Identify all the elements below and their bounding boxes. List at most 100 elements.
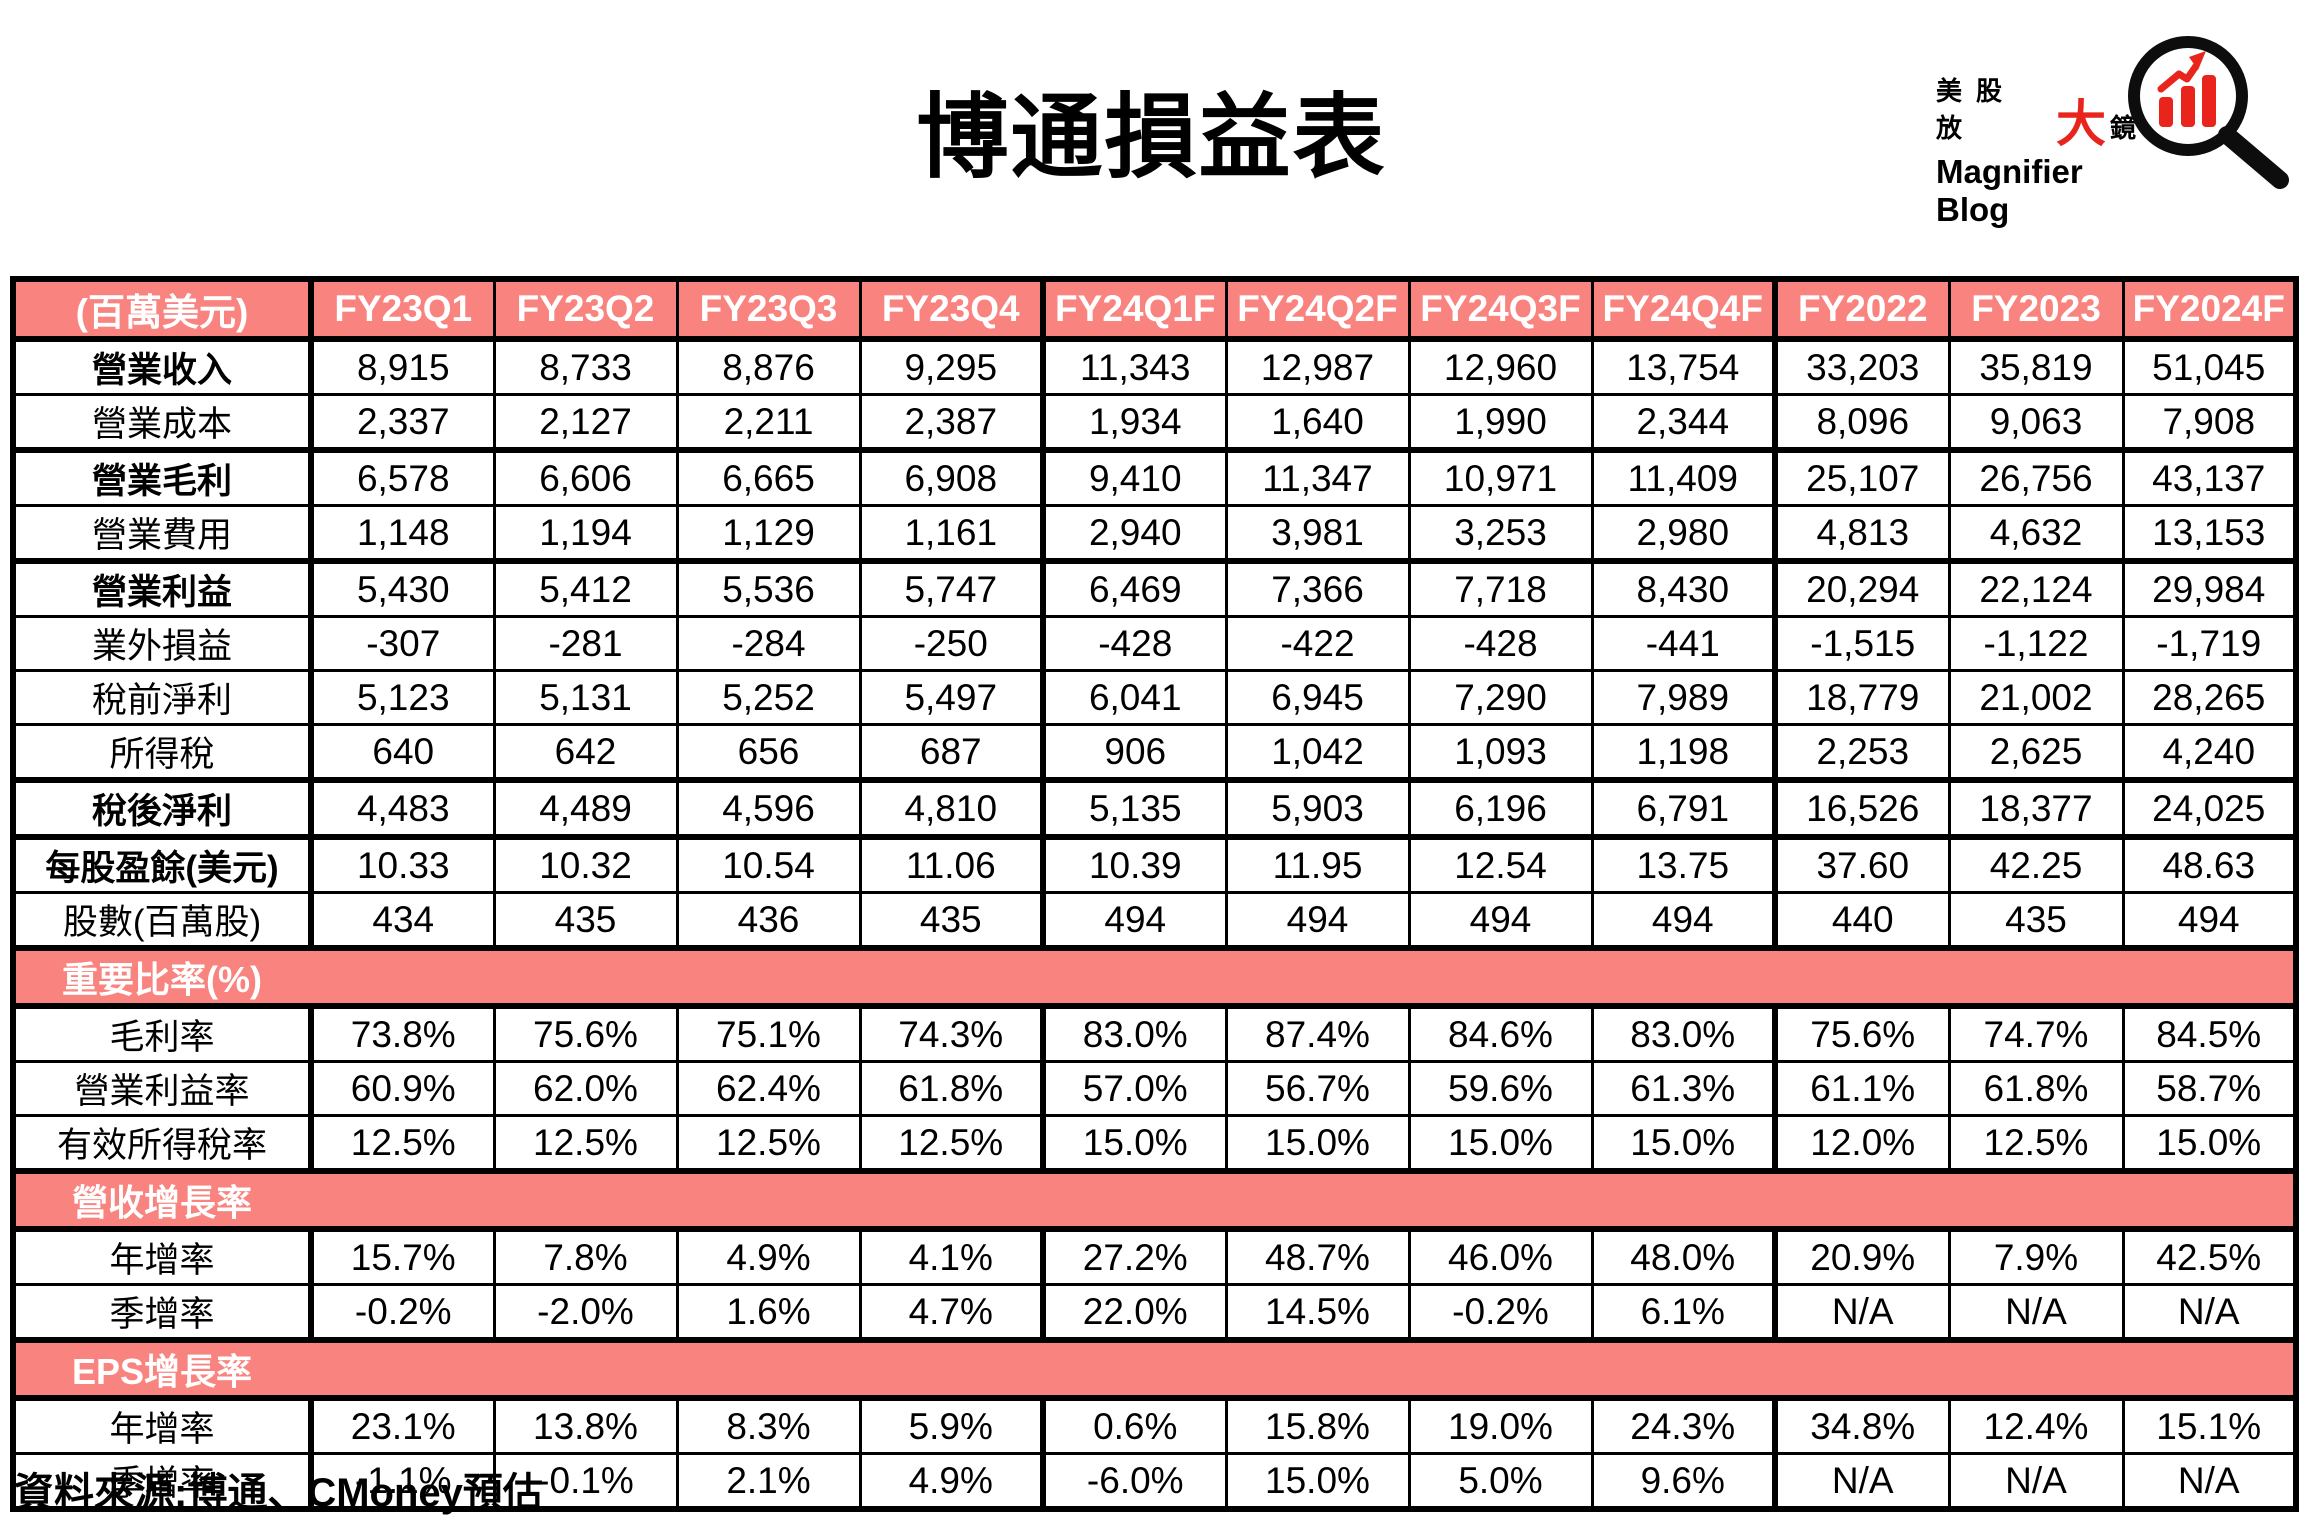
magnifier-chart-icon <box>2128 36 2289 189</box>
cell: 640 <box>309 723 496 782</box>
row-label: 營業毛利 <box>11 447 314 507</box>
table-row: 毛利率 73.8% 75.6% 75.1% 74.3% 83.0% 87.4% 84.6% 83… <box>11 1004 2298 1063</box>
cell: 8,876 <box>675 336 862 396</box>
cell: 0.6% <box>1041 1396 1228 1455</box>
bar-chart-bar-3 <box>2202 75 2216 127</box>
column-header: FY23Q3 <box>675 277 862 342</box>
cell: 59.6% <box>1407 1060 1594 1117</box>
cell: N/A <box>1947 1283 2125 1342</box>
cell: 494 <box>1407 891 1594 950</box>
trend-arrow-line <box>2157 62 2200 93</box>
cell: 22,124 <box>1947 558 2125 618</box>
cell: 11,347 <box>1224 447 1411 507</box>
cell: 46.0% <box>1407 1227 1594 1286</box>
cell: 35,819 <box>1947 336 2125 396</box>
brand-cjk-prefix: 美股放 <box>1936 76 2017 143</box>
cell: 12.5% <box>1947 1114 2125 1173</box>
cell: 1,934 <box>1041 393 1228 452</box>
cell: 8,096 <box>1773 393 1951 452</box>
cell: 1,148 <box>309 504 496 563</box>
cell: -441 <box>1590 615 1778 672</box>
cell: 12,987 <box>1224 336 1411 396</box>
row-label: 季增率 <box>11 1452 314 1511</box>
cell: 7,908 <box>2121 393 2298 452</box>
cell: 1,640 <box>1224 393 1411 452</box>
cell: 4.7% <box>858 1283 1046 1342</box>
row-label: 股數(百萬股) <box>11 891 314 950</box>
cell: 494 <box>1041 891 1228 950</box>
table-row: 營業利益 5,430 5,412 5,536 5,747 6,469 7,366 7,718 8… <box>11 558 2298 618</box>
cell: 6,606 <box>492 447 679 507</box>
row-label: 有效所得稅率 <box>11 1114 314 1173</box>
cell: 42.25 <box>1947 834 2125 894</box>
cell: 8.3% <box>675 1396 862 1455</box>
cell: -1,515 <box>1773 615 1951 672</box>
cell: 2,211 <box>675 393 862 452</box>
row-label: 所得稅 <box>11 723 314 782</box>
cell: 435 <box>858 891 1046 950</box>
row-label: 年增率 <box>11 1227 314 1286</box>
cell: 83.0% <box>1590 1004 1778 1063</box>
cell: 24.3% <box>1590 1396 1778 1455</box>
cell: 2,625 <box>1947 723 2125 782</box>
cell: 9,295 <box>858 336 1046 396</box>
cell: 48.63 <box>2121 834 2298 894</box>
cell: -250 <box>858 615 1046 672</box>
cell: -284 <box>675 615 862 672</box>
cell: 87.4% <box>1224 1004 1411 1063</box>
cell: 21,002 <box>1947 669 2125 726</box>
table-row: 年增率 23.1% 13.8% 8.3% 5.9% 0.6% 15.8% 19.0% 24.3%… <box>11 1396 2298 1455</box>
cell: 15.8% <box>1224 1396 1411 1455</box>
row-label: 每股盈餘(美元) <box>11 834 314 894</box>
row-label: 稅前淨利 <box>11 669 314 726</box>
cell: 74.3% <box>858 1004 1046 1063</box>
cell: 20,294 <box>1773 558 1951 618</box>
cell: 6,041 <box>1041 669 1228 726</box>
cell: 10,971 <box>1407 447 1594 507</box>
cell: 494 <box>2121 891 2298 950</box>
cell: 1.6% <box>675 1283 862 1342</box>
cell: -0.2% <box>1407 1283 1594 1342</box>
cell: 15.0% <box>1407 1114 1594 1173</box>
cell: 18,779 <box>1773 669 1951 726</box>
cell: 687 <box>858 723 1046 782</box>
data-source-note: 資料來源:博通、CMoney預估 <box>14 1471 543 1515</box>
cell: 61.1% <box>1773 1060 1951 1117</box>
row-label: 營業收入 <box>11 336 314 396</box>
cell: 7,290 <box>1407 669 1594 726</box>
cell: 4.1% <box>858 1227 1046 1286</box>
cell: 2,337 <box>309 393 496 452</box>
cell: 436 <box>675 891 862 950</box>
cell: -6.0% <box>1041 1452 1228 1511</box>
section-row: 營收增長率 <box>11 1168 2298 1232</box>
cell: 5,131 <box>492 669 679 726</box>
cell: -1.1% <box>309 1452 496 1511</box>
cell: 62.0% <box>492 1060 679 1117</box>
table-row: 營業費用 1,148 1,194 1,129 1,161 2,940 3,981 3,253 2… <box>11 504 2298 563</box>
cell: 2.1% <box>675 1452 862 1511</box>
table-row: 所得稅 640 642 656 687 906 1,042 1,093 1,198 2,253 2,… <box>11 723 2298 782</box>
table-row: 營業成本 2,337 2,127 2,211 2,387 1,934 1,640 1,990 2… <box>11 393 2298 452</box>
cell: 20.9% <box>1773 1227 1951 1286</box>
table-row: 股數(百萬股) 434 435 436 435 494 494 494 494 440 435 494 <box>11 891 2298 950</box>
cell: 12.0% <box>1773 1114 1951 1173</box>
column-header: FY24Q3F <box>1407 277 1594 342</box>
cell: -1,122 <box>1947 615 2125 672</box>
column-header: FY2022 <box>1773 277 1951 342</box>
cell: 2,127 <box>492 393 679 452</box>
cell: 10.33 <box>309 834 496 894</box>
cell: -0.1% <box>492 1452 679 1511</box>
column-header: FY24Q4F <box>1590 277 1778 342</box>
cell: 5,497 <box>858 669 1046 726</box>
cell: 51,045 <box>2121 336 2298 396</box>
cell: 12.5% <box>492 1114 679 1173</box>
cell: 9,063 <box>1947 393 2125 452</box>
brand-logo: 美股放 大 鏡 Magnifier Blog <box>1936 76 2136 229</box>
bar-chart-bar-2 <box>2181 86 2195 127</box>
cell: 37.60 <box>1773 834 1951 894</box>
unit-header: (百萬美元) <box>11 277 314 342</box>
cell: 74.7% <box>1947 1004 2125 1063</box>
row-label: 營業費用 <box>11 504 314 563</box>
cell: 5,123 <box>309 669 496 726</box>
